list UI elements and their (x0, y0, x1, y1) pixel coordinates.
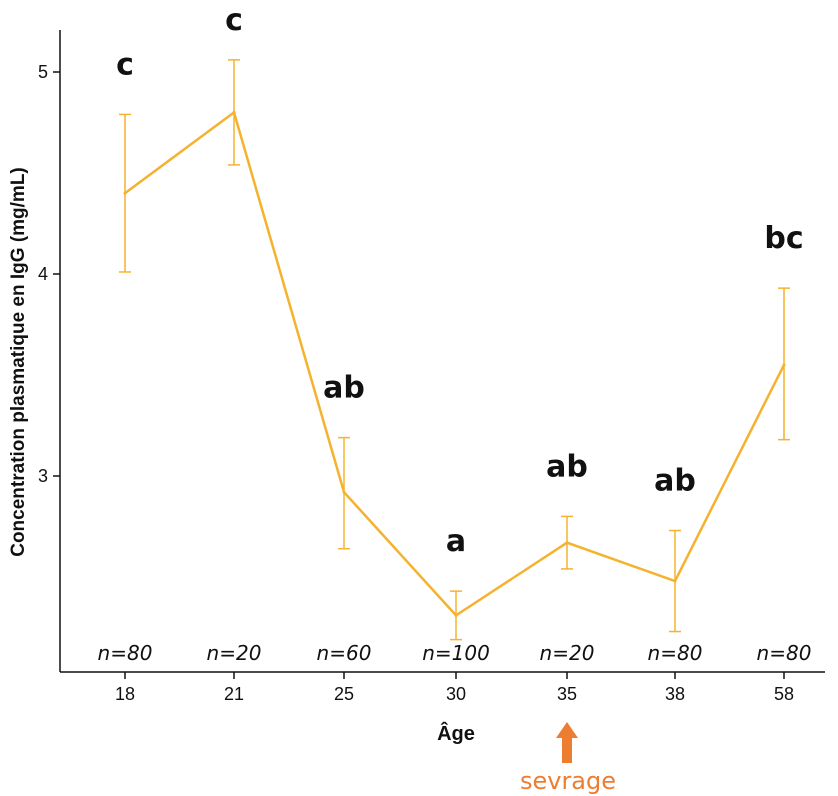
data-point (232, 110, 236, 114)
x-tick-label: 25 (334, 684, 354, 704)
sample-size-label: n=20 (540, 641, 595, 665)
sample-size-label: n=80 (98, 641, 153, 665)
sevrage-label: sevrage (520, 767, 616, 795)
data-point (565, 541, 569, 545)
x-tick-label: 18 (115, 684, 135, 704)
sample-size-label: n=100 (422, 641, 490, 665)
sample-size-label: n=60 (317, 641, 372, 665)
x-tick-label: 58 (774, 684, 794, 704)
data-point (342, 490, 346, 494)
y-tick-label: 4 (38, 264, 48, 284)
data-point (123, 191, 127, 195)
significance-label: c (116, 47, 134, 82)
label-group: c c ab a ab ab bc n=80 n=20 n=60 n=100 n=20 n=80 n=80 (98, 3, 812, 665)
data-point (782, 363, 786, 367)
data-point (673, 579, 677, 583)
up-arrow-icon (556, 722, 578, 763)
x-axis-title: Âge (437, 721, 475, 745)
sample-size-label: n=80 (648, 641, 703, 665)
x-tick-label: 38 (665, 684, 685, 704)
y-tick-label: 3 (38, 466, 48, 486)
data-point (454, 613, 458, 617)
significance-label: a (446, 524, 466, 559)
sevrage-annotation: sevrage (520, 722, 616, 795)
x-tick-label: 30 (446, 684, 466, 704)
significance-label: c (225, 3, 243, 38)
sample-size-label: n=80 (757, 641, 812, 665)
axes: 3 4 5 18 21 25 30 35 38 58 (38, 30, 825, 704)
y-tick-label: 5 (38, 62, 48, 82)
x-tick-label: 35 (557, 684, 577, 704)
significance-label: ab (323, 371, 365, 406)
significance-label: ab (546, 449, 588, 484)
series-group (119, 59, 790, 641)
sample-size-label: n=20 (207, 641, 262, 665)
x-tick-label: 21 (224, 684, 244, 704)
significance-label: ab (654, 464, 696, 499)
y-axis-title: Concentration plasmatique en IgG (mg/mL) (8, 167, 29, 557)
significance-label: bc (764, 221, 803, 256)
